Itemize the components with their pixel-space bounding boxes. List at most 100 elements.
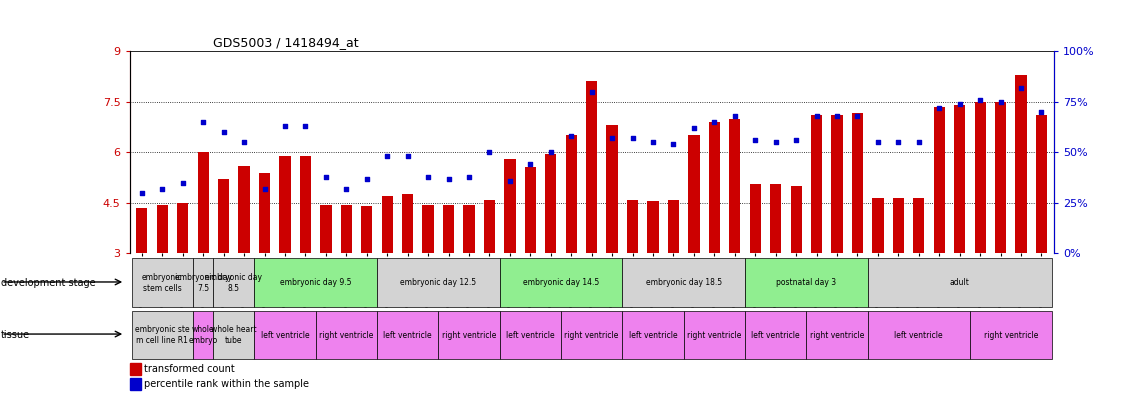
Text: left ventricle: left ventricle: [506, 331, 554, 340]
Bar: [790, 186, 801, 253]
Point: [133, 189, 151, 196]
Bar: [463, 205, 474, 253]
Text: left ventricle: left ventricle: [260, 331, 309, 340]
Bar: [913, 198, 924, 253]
Text: GDS5003 / 1418494_at: GDS5003 / 1418494_at: [213, 35, 358, 48]
Point: [317, 173, 335, 180]
Bar: [955, 105, 966, 253]
Point: [357, 175, 375, 182]
Bar: [504, 159, 515, 253]
Bar: [872, 198, 884, 253]
Bar: [749, 184, 761, 253]
Point: [808, 113, 826, 119]
Point: [971, 97, 990, 103]
Bar: [627, 200, 638, 253]
Bar: [218, 179, 229, 253]
Bar: [423, 205, 434, 253]
Point: [337, 185, 355, 192]
Text: embryonic day 9.5: embryonic day 9.5: [279, 279, 352, 287]
Bar: [525, 167, 536, 253]
Bar: [499, 259, 622, 307]
Bar: [438, 311, 499, 358]
Point: [522, 161, 540, 167]
Point: [480, 149, 498, 155]
Point: [399, 153, 417, 160]
Bar: [340, 205, 352, 253]
Bar: [852, 114, 863, 253]
Bar: [745, 259, 868, 307]
Point: [583, 88, 601, 95]
Bar: [586, 81, 597, 253]
Point: [665, 141, 683, 147]
Text: embryonic day
8.5: embryonic day 8.5: [205, 273, 263, 293]
Bar: [255, 311, 316, 358]
Bar: [132, 311, 193, 358]
Bar: [361, 206, 372, 253]
Point: [623, 135, 641, 141]
Bar: [279, 156, 291, 253]
Point: [909, 139, 928, 145]
Text: left ventricle: left ventricle: [629, 331, 677, 340]
Text: right ventricle: right ventricle: [565, 331, 619, 340]
Point: [828, 113, 846, 119]
Point: [787, 137, 805, 143]
Text: percentile rank within the sample: percentile rank within the sample: [144, 379, 310, 389]
Text: embryonic day
7.5: embryonic day 7.5: [175, 273, 232, 293]
Point: [685, 125, 703, 131]
Point: [379, 153, 397, 160]
Bar: [136, 208, 148, 253]
Point: [992, 99, 1010, 105]
Text: embryonic
stem cells: embryonic stem cells: [142, 273, 183, 293]
Bar: [893, 198, 904, 253]
Point: [766, 139, 784, 145]
Text: adult: adult: [950, 279, 969, 287]
Text: embryonic ste
m cell line R1: embryonic ste m cell line R1: [135, 325, 189, 345]
Bar: [975, 102, 986, 253]
Text: postnatal day 3: postnatal day 3: [777, 279, 836, 287]
Bar: [130, 378, 141, 389]
Bar: [868, 259, 1051, 307]
Bar: [378, 311, 438, 358]
Text: right ventricle: right ventricle: [319, 331, 373, 340]
Point: [236, 139, 254, 145]
Bar: [622, 311, 684, 358]
Point: [889, 139, 907, 145]
Bar: [566, 136, 577, 253]
Text: whole heart
tube: whole heart tube: [211, 325, 257, 345]
Text: left ventricle: left ventricle: [895, 331, 943, 340]
Point: [256, 185, 274, 192]
Point: [644, 139, 662, 145]
Point: [440, 175, 458, 182]
Text: right ventricle: right ventricle: [442, 331, 496, 340]
Point: [849, 113, 867, 119]
Bar: [647, 201, 658, 253]
Bar: [668, 200, 680, 253]
Point: [930, 105, 948, 111]
Text: development stage: development stage: [1, 278, 96, 288]
Text: right ventricle: right ventricle: [984, 331, 1038, 340]
Bar: [745, 311, 806, 358]
Point: [562, 133, 580, 139]
Bar: [443, 205, 454, 253]
Bar: [213, 311, 255, 358]
Bar: [483, 200, 495, 253]
Bar: [995, 102, 1006, 253]
Bar: [709, 122, 720, 253]
Point: [746, 137, 764, 143]
Text: right ventricle: right ventricle: [687, 331, 742, 340]
Bar: [255, 259, 378, 307]
Point: [419, 173, 437, 180]
Point: [706, 119, 724, 125]
Bar: [239, 166, 250, 253]
Point: [542, 149, 560, 155]
Bar: [259, 173, 270, 253]
Bar: [402, 195, 414, 253]
Bar: [157, 205, 168, 253]
Bar: [684, 311, 745, 358]
Point: [951, 101, 969, 107]
Bar: [177, 203, 188, 253]
Bar: [193, 311, 213, 358]
Bar: [868, 311, 970, 358]
Point: [1032, 108, 1050, 115]
Bar: [832, 115, 843, 253]
